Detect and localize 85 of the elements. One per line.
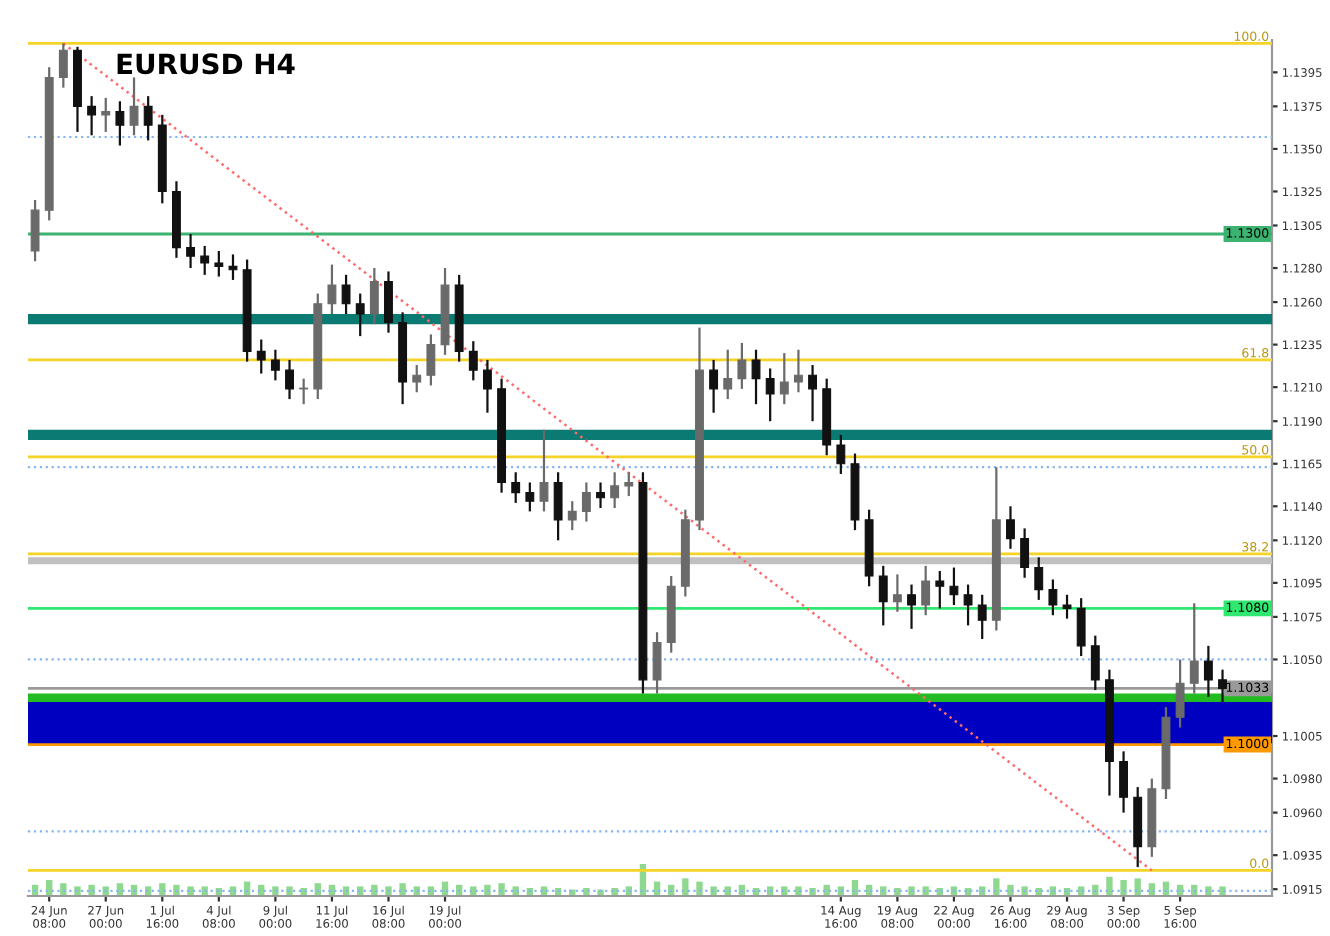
bar xyxy=(1106,876,1113,896)
candlestick xyxy=(412,363,422,394)
candlestick xyxy=(186,232,196,270)
candlestick xyxy=(808,363,818,423)
candlestick xyxy=(30,198,40,263)
candlestick xyxy=(327,263,337,316)
candlestick xyxy=(228,253,238,282)
candlestick xyxy=(115,100,125,147)
candlestick xyxy=(384,270,393,334)
bar xyxy=(187,886,194,896)
candlestick xyxy=(892,573,902,613)
candlestick xyxy=(468,340,478,382)
candlestick xyxy=(624,471,634,498)
candlestick xyxy=(1203,644,1213,698)
bar xyxy=(399,883,406,896)
candlestick xyxy=(737,341,747,390)
candlestick xyxy=(270,348,280,382)
candlestick xyxy=(58,42,68,89)
candlestick xyxy=(907,583,916,630)
bar xyxy=(272,886,279,896)
candlestick xyxy=(1062,593,1072,620)
candlestick xyxy=(1006,505,1015,550)
bar xyxy=(1120,880,1127,896)
candlestick xyxy=(1034,556,1044,601)
candlestick xyxy=(596,481,605,510)
bar xyxy=(1205,886,1212,896)
candlestick xyxy=(539,428,549,513)
bar xyxy=(696,881,703,896)
candlestick xyxy=(214,249,224,278)
candlestick xyxy=(836,433,846,476)
candlestick xyxy=(143,95,153,142)
candlestick xyxy=(553,471,563,542)
candlestick xyxy=(129,76,139,137)
candlestick xyxy=(723,348,733,401)
candlestick xyxy=(426,333,436,387)
candlestick xyxy=(567,500,577,532)
candlestick xyxy=(652,631,662,695)
candlestick xyxy=(1076,597,1086,658)
bar xyxy=(922,886,929,896)
candlestick xyxy=(1048,578,1058,617)
candlestick xyxy=(709,358,719,414)
bar xyxy=(498,883,505,896)
candlestick xyxy=(921,564,931,617)
candlestick xyxy=(610,471,620,510)
candlestick xyxy=(935,569,945,610)
candlestick xyxy=(751,348,761,406)
candlestick xyxy=(285,358,294,401)
candlestick xyxy=(963,583,973,627)
candlestick xyxy=(355,292,365,338)
candlestick xyxy=(369,266,379,326)
candlestick xyxy=(511,471,521,504)
bar xyxy=(1021,886,1028,896)
candlestick xyxy=(299,377,309,406)
candlestick xyxy=(1090,634,1100,692)
chart-title: EURUSD H4 xyxy=(117,53,295,75)
bar xyxy=(173,884,180,896)
candlestick xyxy=(1020,527,1030,579)
bar xyxy=(60,883,67,896)
candlestick xyxy=(1175,658,1185,729)
bar xyxy=(385,886,392,896)
bar xyxy=(682,878,689,896)
bar xyxy=(908,886,915,896)
candlestick xyxy=(765,367,775,423)
candlestick xyxy=(341,273,351,316)
candlestick xyxy=(949,566,959,607)
candlestick xyxy=(977,593,987,641)
candlestick xyxy=(525,481,535,513)
bar xyxy=(484,884,491,896)
candlestick xyxy=(779,352,789,406)
candlestick xyxy=(581,481,591,523)
candlestick xyxy=(793,348,803,394)
candlestick xyxy=(200,244,210,276)
candlestick xyxy=(101,96,111,134)
candlestick xyxy=(1218,668,1227,704)
bar xyxy=(286,886,293,896)
candlestick xyxy=(482,358,492,414)
bar xyxy=(993,878,1000,896)
candlestick xyxy=(1189,602,1199,695)
bar xyxy=(710,886,717,896)
candlestick xyxy=(878,564,888,627)
bar xyxy=(74,886,81,896)
candlestick xyxy=(87,95,97,137)
candlestick xyxy=(256,338,266,375)
candlestick xyxy=(1119,750,1129,814)
bar xyxy=(88,884,95,896)
